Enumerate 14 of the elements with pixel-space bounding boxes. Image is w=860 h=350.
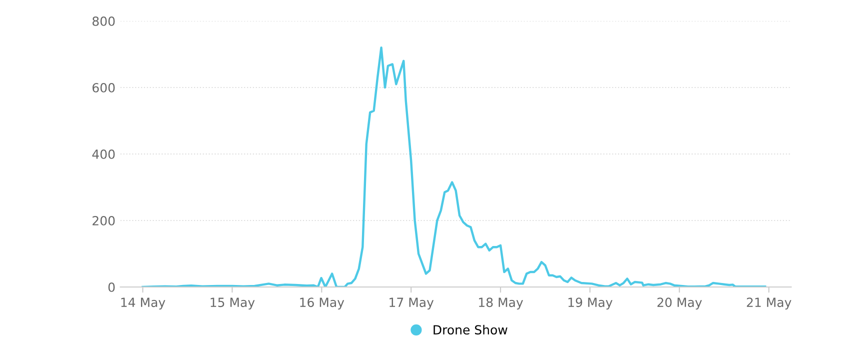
x-tick-label: 15 May <box>210 298 255 310</box>
x-tick-label: 16 May <box>300 298 344 310</box>
x-tick-label: 19 May <box>568 298 612 310</box>
x-tick-label: 14 May <box>121 298 166 310</box>
x-tick-label: 17 May <box>390 298 434 310</box>
x-tick-label: 20 May <box>657 298 702 310</box>
x-tick-label: 18 May <box>479 298 524 310</box>
y-tick-label: 0 <box>108 282 115 292</box>
y-tick-label: 200 <box>92 216 115 226</box>
y-tick-label: 800 <box>92 16 115 26</box>
x-tick-label: 21 May <box>746 298 792 310</box>
y-tick-label: 400 <box>92 149 115 159</box>
legend-label: Drone Show <box>434 324 508 335</box>
y-tick-label: 600 <box>92 82 115 92</box>
